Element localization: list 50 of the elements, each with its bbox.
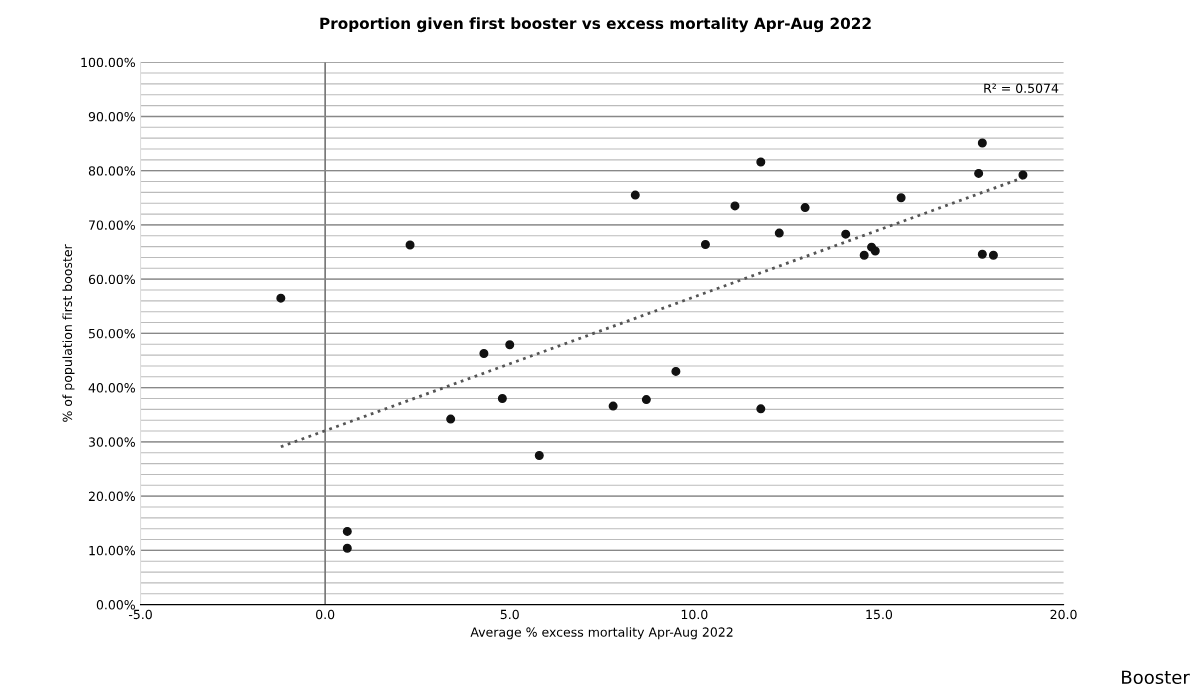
x-tick-label: 15.0 xyxy=(866,609,893,620)
y-tick-label: 20.00% xyxy=(88,491,135,502)
y-tick-label: 30.00% xyxy=(88,437,135,447)
point xyxy=(534,450,544,460)
point xyxy=(756,404,766,414)
point xyxy=(977,138,987,148)
point xyxy=(497,394,507,403)
point xyxy=(756,157,766,167)
text: Booster xyxy=(1122,670,1190,685)
y-tick-label: 0.00% xyxy=(96,600,135,610)
point xyxy=(859,250,869,260)
x-tick-label: 10.0 xyxy=(681,609,708,620)
point xyxy=(405,240,415,250)
point xyxy=(342,526,352,536)
y-tick-label: 90.00% xyxy=(88,111,135,122)
point xyxy=(870,246,880,256)
annotation: R² = 0.5074 xyxy=(984,83,1059,93)
x-tick-label: 0.0 xyxy=(316,609,335,620)
x-tick-label: 20.0 xyxy=(1050,609,1077,620)
point xyxy=(276,293,286,303)
y-axis-title: % of population first booster xyxy=(62,244,75,422)
point xyxy=(1018,170,1028,180)
point xyxy=(700,239,710,249)
point xyxy=(730,201,740,211)
y-tick-label: 80.00% xyxy=(88,166,135,176)
y-tick-label: 40.00% xyxy=(88,383,135,393)
point xyxy=(774,228,784,238)
point xyxy=(479,348,489,358)
point xyxy=(641,395,651,405)
y-tick-label: 100.00% xyxy=(81,57,135,68)
y-tick-label: 60.00% xyxy=(88,274,135,285)
point xyxy=(800,203,810,213)
point xyxy=(505,340,515,350)
point xyxy=(841,229,851,239)
point xyxy=(446,414,456,424)
point xyxy=(630,190,640,200)
x-tick-label: 5.0 xyxy=(500,609,519,620)
point xyxy=(342,543,352,553)
x-tick-label: -5.0 xyxy=(128,609,152,620)
point xyxy=(974,168,984,178)
y-tick-label: 10.00% xyxy=(89,545,135,556)
point xyxy=(977,249,987,259)
point xyxy=(671,366,681,376)
point xyxy=(896,193,906,203)
y-tick-label: 70.00% xyxy=(89,220,135,230)
point xyxy=(608,401,618,411)
chart-title: Proportion given first booster vs excess mortality Apr-Aug 2022 xyxy=(320,17,871,33)
point xyxy=(988,250,998,260)
x-axis-title: Average % excess mortality Apr-Aug 2022 xyxy=(470,627,733,640)
y-tick-label: 50.00% xyxy=(88,328,135,339)
